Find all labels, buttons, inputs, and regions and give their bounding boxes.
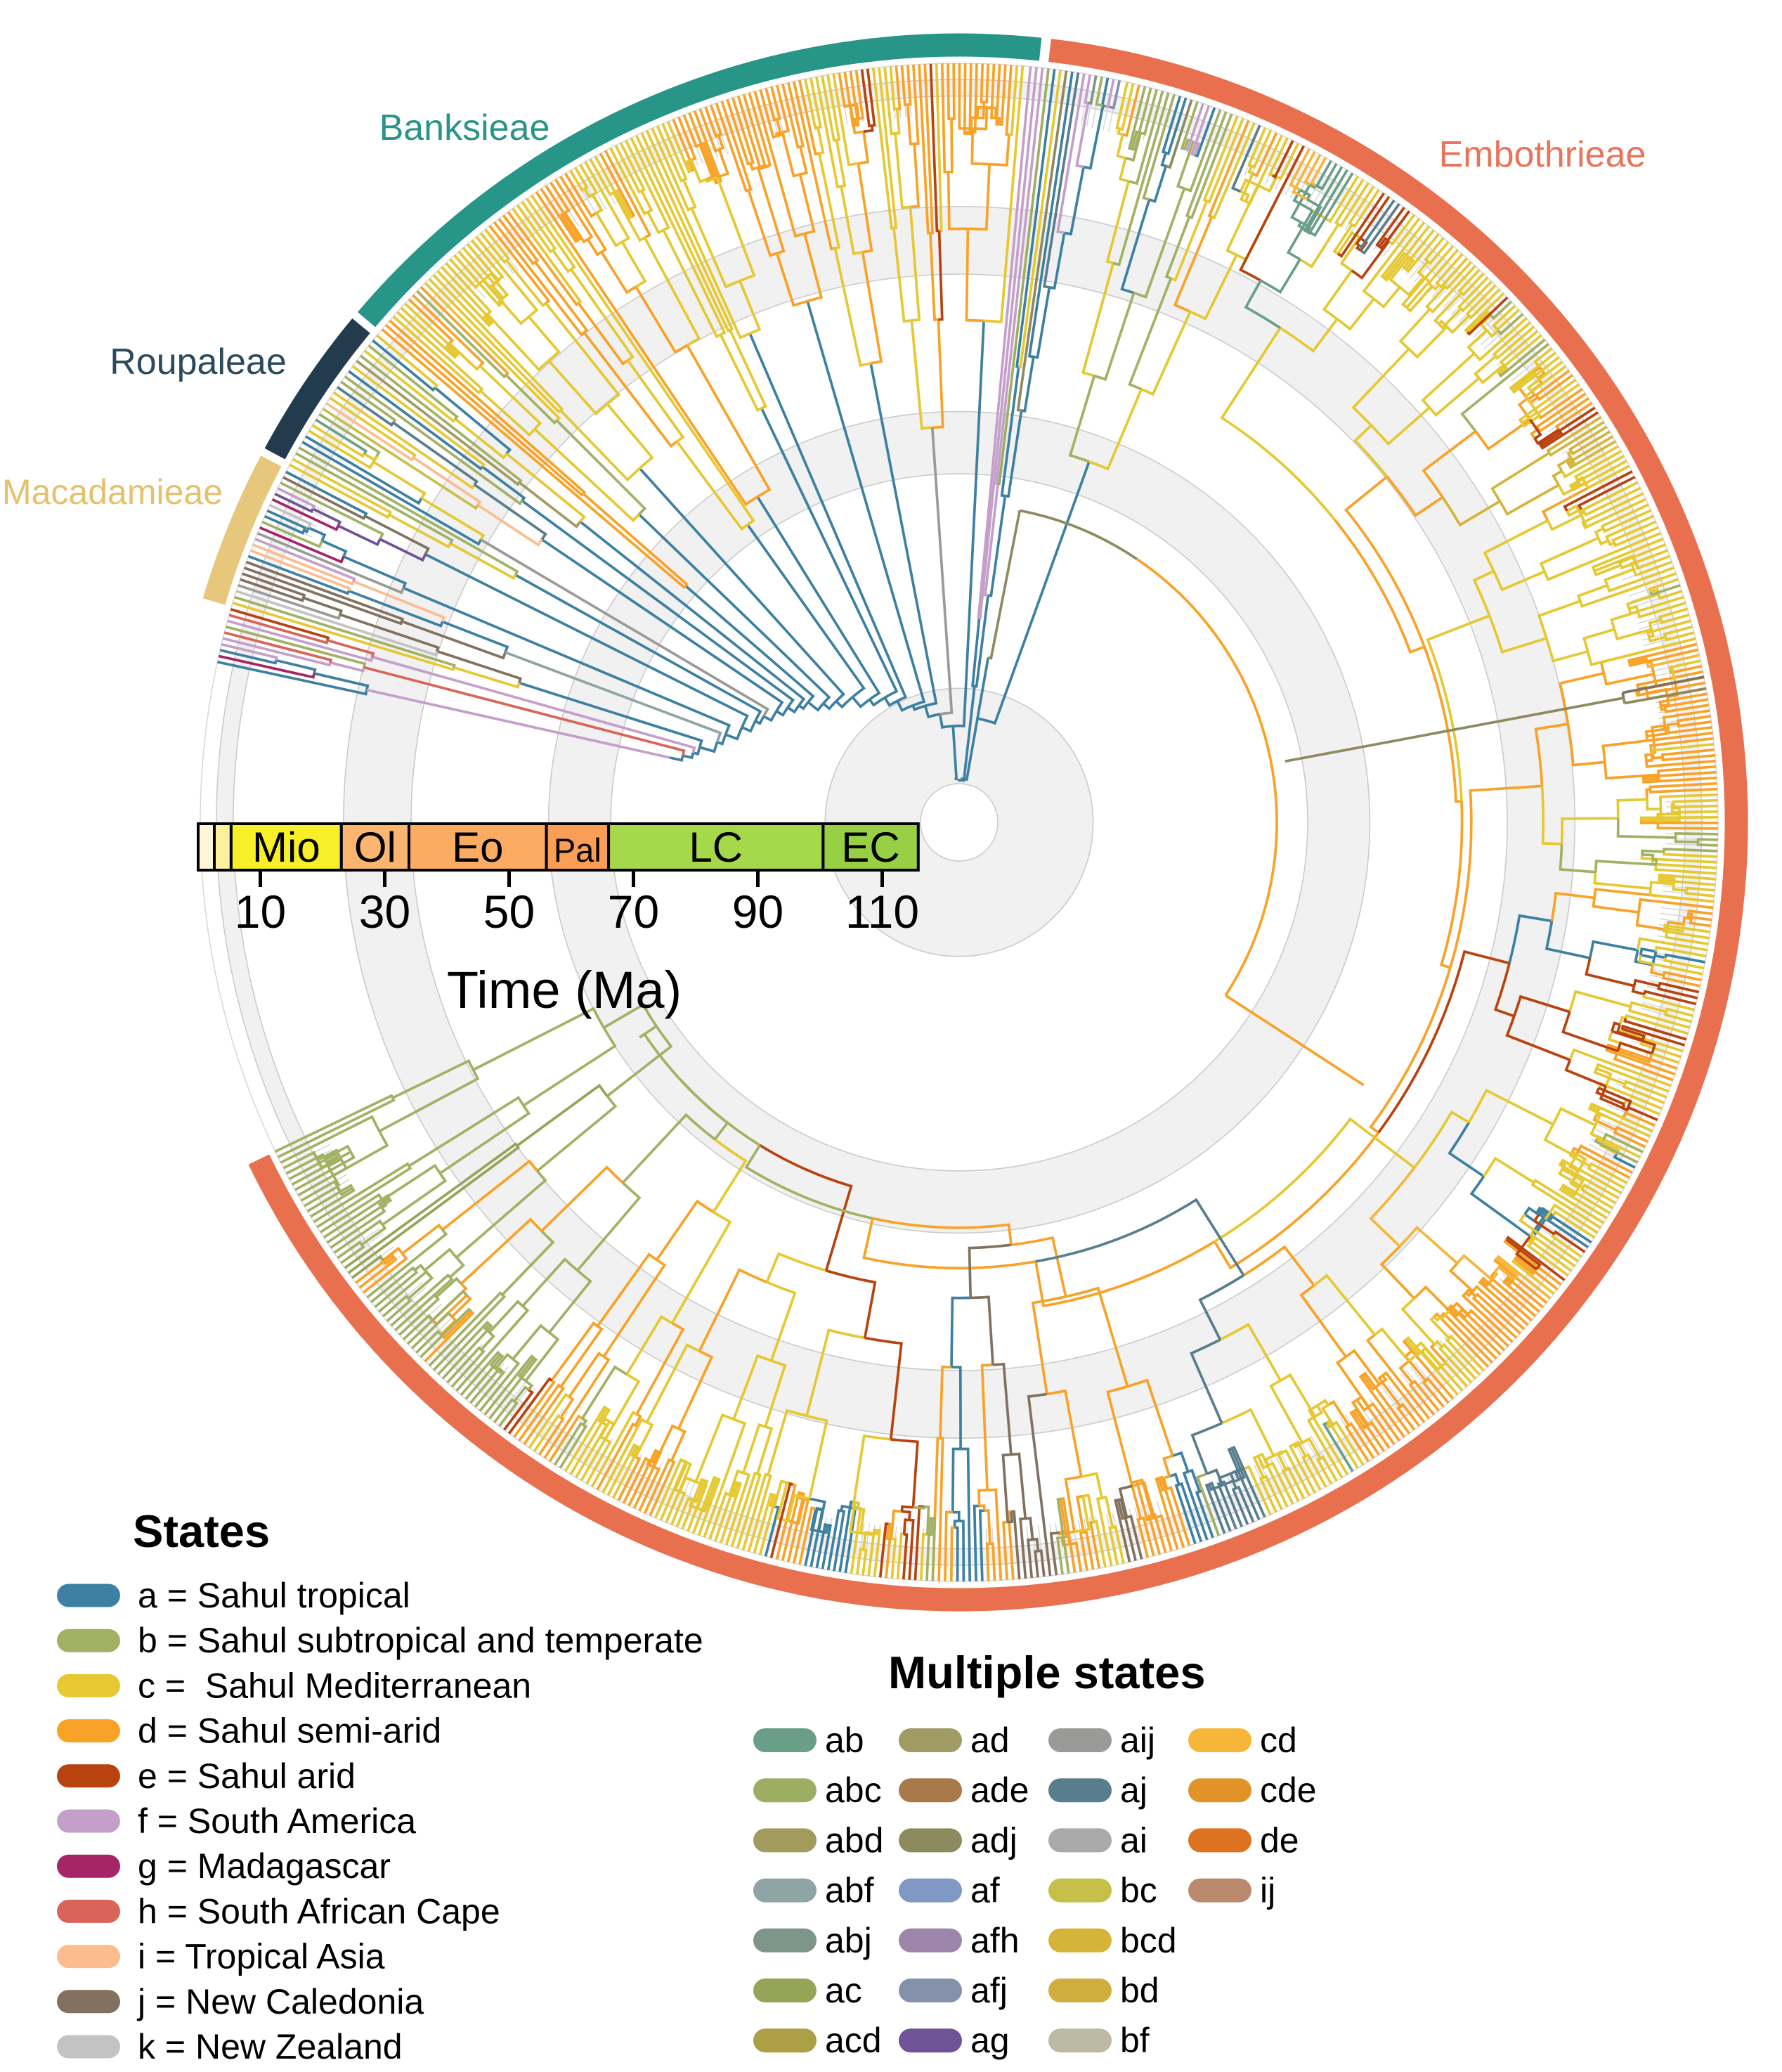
svg-text:adj: adj: [970, 1820, 1017, 1860]
svg-text:k = New Zealand: k = New Zealand: [138, 2027, 403, 2066]
svg-text:abf: abf: [825, 1871, 874, 1910]
svg-text:c = Sahul Mediterranean: c = Sahul Mediterranean: [138, 1666, 531, 1705]
svg-text:j = New Caledonia: j = New Caledonia: [136, 1982, 424, 2021]
svg-text:LC: LC: [689, 824, 743, 871]
svg-text:de: de: [1260, 1820, 1299, 1860]
svg-text:ad: ad: [970, 1721, 1010, 1760]
svg-text:bc: bc: [1120, 1871, 1157, 1910]
svg-text:bd: bd: [1120, 1971, 1159, 2010]
svg-text:cd: cd: [1260, 1721, 1297, 1760]
svg-text:States: States: [133, 1506, 270, 1557]
svg-text:ag: ag: [970, 2021, 1010, 2060]
svg-text:abd: abd: [825, 1820, 883, 1860]
svg-text:ai: ai: [1120, 1820, 1147, 1860]
svg-text:a = Sahul tropical: a = Sahul tropical: [138, 1576, 410, 1615]
svg-text:10: 10: [235, 886, 286, 938]
svg-text:aij: aij: [1120, 1721, 1155, 1760]
svg-text:30: 30: [359, 886, 410, 938]
svg-text:Roupaleae: Roupaleae: [110, 342, 287, 382]
svg-text:h = South African Cape: h = South African Cape: [138, 1891, 500, 1931]
svg-text:Ol: Ol: [354, 824, 396, 871]
svg-text:Embothrieae: Embothrieae: [1439, 134, 1646, 175]
svg-text:ac: ac: [825, 1971, 862, 2010]
svg-text:Eo: Eo: [452, 824, 503, 871]
svg-text:bf: bf: [1120, 2021, 1150, 2060]
svg-text:50: 50: [483, 886, 535, 938]
svg-text:e = Sahul arid: e = Sahul arid: [138, 1756, 356, 1796]
svg-text:g = Madagascar: g = Madagascar: [138, 1846, 391, 1886]
svg-text:EC: EC: [841, 824, 899, 871]
svg-text:Mio: Mio: [252, 824, 320, 871]
svg-text:Time (Ma): Time (Ma): [447, 961, 682, 1019]
svg-text:90: 90: [732, 886, 783, 938]
svg-text:bcd: bcd: [1120, 1921, 1177, 1960]
svg-text:ij: ij: [1260, 1871, 1275, 1910]
svg-text:d = Sahul semi-arid: d = Sahul semi-arid: [138, 1711, 441, 1751]
svg-text:cde: cde: [1260, 1770, 1317, 1810]
svg-text:abc: abc: [825, 1770, 882, 1810]
svg-text:b = Sahul subtropical and temp: b = Sahul subtropical and temperate: [138, 1621, 703, 1660]
svg-text:70: 70: [608, 886, 659, 938]
svg-text:ade: ade: [970, 1770, 1029, 1810]
svg-text:110: 110: [845, 886, 919, 938]
svg-text:afh: afh: [970, 1921, 1020, 1960]
svg-text:Pal: Pal: [554, 831, 601, 869]
svg-text:acd: acd: [825, 2021, 882, 2060]
svg-text:abj: abj: [825, 1921, 872, 1960]
svg-text:Macadamieae: Macadamieae: [2, 472, 223, 512]
svg-text:f = South America: f = South America: [138, 1801, 416, 1841]
svg-text:afj: afj: [970, 1971, 1008, 2010]
svg-text:af: af: [970, 1871, 1000, 1910]
svg-text:ab: ab: [825, 1721, 864, 1760]
svg-text:i = Tropical Asia: i = Tropical Asia: [138, 1937, 385, 1976]
svg-text:Multiple states: Multiple states: [888, 1647, 1205, 1698]
svg-text:Banksieae: Banksieae: [379, 108, 550, 148]
svg-text:aj: aj: [1120, 1770, 1147, 1810]
